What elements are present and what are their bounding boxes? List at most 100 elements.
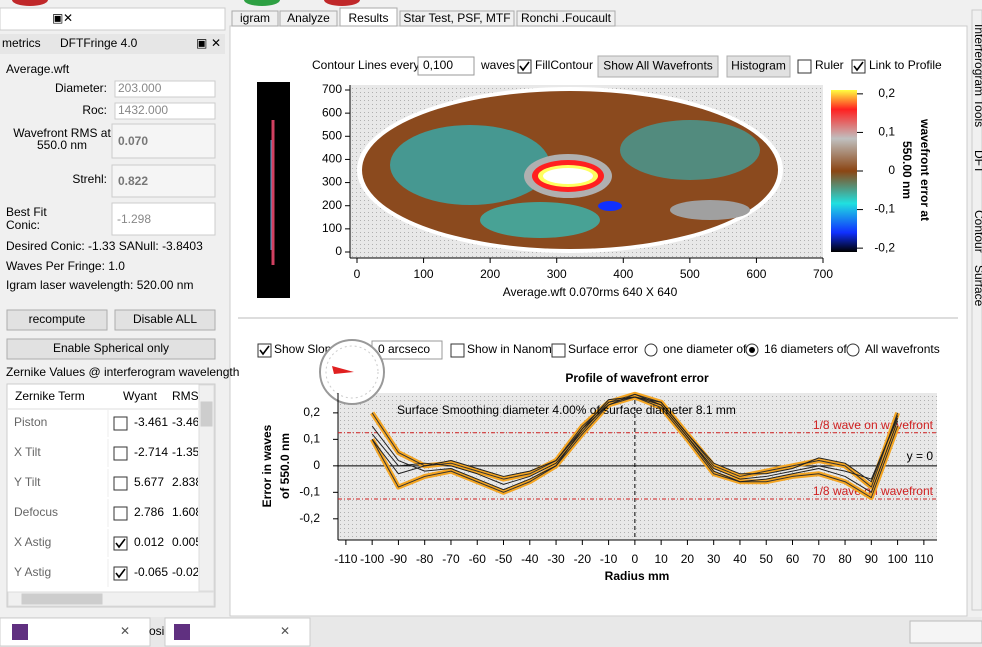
label: Wavefront RMS at bbox=[13, 126, 111, 140]
colorbar-tick-label: 0 bbox=[888, 163, 895, 177]
rms-value: 0.005 bbox=[172, 535, 202, 549]
file-name: Average.wft bbox=[6, 62, 70, 76]
term-name: Y Tilt bbox=[14, 475, 41, 489]
label: 16 diameters of bbox=[764, 342, 847, 356]
x-tick-label: 300 bbox=[547, 267, 567, 281]
close-icon[interactable]: ✕ bbox=[120, 624, 130, 638]
close-icon[interactable]: ✕ bbox=[280, 624, 290, 638]
button[interactable] bbox=[6, 309, 108, 331]
side-tab: Surface bbox=[972, 265, 982, 307]
taskbar bbox=[0, 617, 982, 647]
label: Show in Nanome bbox=[467, 342, 559, 356]
checkbox[interactable] bbox=[113, 506, 128, 521]
label: Roc: bbox=[82, 103, 107, 117]
float-icon[interactable]: ▣ bbox=[196, 36, 207, 50]
close-icon[interactable]: ✕ bbox=[63, 11, 73, 25]
checkmark bbox=[259, 345, 270, 356]
wyant-value: -0.065 bbox=[134, 565, 168, 579]
checkmark bbox=[115, 538, 126, 549]
scroll-thumb bbox=[21, 593, 103, 605]
wyant-value: -3.461 bbox=[134, 415, 168, 429]
x-tick-label: 200 bbox=[480, 267, 500, 281]
checkbox[interactable] bbox=[113, 446, 128, 461]
tab-label: Ronchi .Foucault bbox=[521, 11, 612, 25]
button-label: Disable ALL bbox=[133, 312, 197, 326]
x-tick-label: -10 bbox=[600, 552, 618, 566]
term-name: X Tilt bbox=[14, 445, 41, 459]
spin-value: 0,100 bbox=[423, 58, 453, 72]
checkbox[interactable] bbox=[450, 343, 465, 358]
x-tick-label: -80 bbox=[416, 552, 434, 566]
checkmark bbox=[115, 568, 126, 579]
radio[interactable] bbox=[644, 343, 658, 357]
label: Surface error bbox=[568, 342, 638, 356]
y-tick-label: 300 bbox=[322, 175, 342, 189]
x-tick-label: 60 bbox=[786, 552, 800, 566]
label: Contour Lines every bbox=[312, 58, 419, 72]
checkbox[interactable] bbox=[113, 476, 128, 491]
radio[interactable] bbox=[846, 343, 860, 357]
label: Diameter: bbox=[55, 81, 107, 95]
button[interactable] bbox=[6, 338, 216, 360]
chart-title: Profile of wavefront error bbox=[565, 371, 709, 385]
label: Best Fit bbox=[6, 205, 47, 219]
term-name: Defocus bbox=[14, 505, 58, 519]
toolbar-icon[interactable] bbox=[244, 0, 280, 6]
map-region bbox=[620, 120, 760, 180]
button[interactable] bbox=[726, 55, 791, 78]
spinbox bbox=[417, 56, 475, 76]
x-tick-label: 100 bbox=[888, 552, 908, 566]
tab-label: Star Test, PSF, MTF bbox=[403, 11, 510, 25]
profile-line bbox=[371, 396, 899, 483]
button[interactable] bbox=[597, 55, 719, 78]
x-tick-label: -50 bbox=[495, 552, 513, 566]
value-box bbox=[111, 164, 216, 198]
dock-title bbox=[0, 7, 226, 31]
y-tick-label: 700 bbox=[322, 82, 342, 96]
x-tick-label: 500 bbox=[680, 267, 700, 281]
x-tick-label: 50 bbox=[760, 552, 774, 566]
rms-value: -0.02 bbox=[172, 565, 200, 579]
close-icon[interactable]: ✕ bbox=[211, 36, 221, 50]
x-tick-label: 70 bbox=[812, 552, 826, 566]
tab[interactable] bbox=[339, 7, 398, 27]
table-header: RMS bbox=[172, 389, 199, 403]
label: Link to Profile bbox=[869, 58, 942, 72]
rms-value: 0.070 bbox=[118, 134, 148, 148]
x-tick-label: -60 bbox=[469, 552, 487, 566]
button[interactable] bbox=[114, 309, 216, 331]
zero-label: y = 0 bbox=[907, 449, 934, 463]
map-region bbox=[598, 201, 622, 211]
colorbar-title: 550.00 nm bbox=[900, 141, 914, 199]
map-region bbox=[480, 202, 600, 238]
toolbar-icon[interactable] bbox=[12, 0, 48, 6]
tab[interactable] bbox=[516, 10, 616, 27]
window-icon bbox=[12, 624, 28, 640]
label: Igram laser wavelength: 520.00 nm bbox=[6, 278, 193, 292]
input-value: 203.000 bbox=[118, 81, 162, 95]
button-label: Show All Wavefronts bbox=[603, 59, 713, 73]
tab[interactable] bbox=[399, 10, 515, 27]
y-tick-label: 200 bbox=[322, 198, 342, 212]
wyant-value: -2.714 bbox=[134, 445, 168, 459]
tab[interactable] bbox=[231, 10, 279, 27]
tab[interactable] bbox=[279, 10, 338, 27]
x-tick-label: 0 bbox=[354, 267, 361, 281]
label: All wavefronts bbox=[865, 342, 940, 356]
compass-needle bbox=[332, 366, 354, 374]
x-tick-label: 600 bbox=[746, 267, 766, 281]
checkbox[interactable] bbox=[113, 416, 128, 431]
checkbox[interactable] bbox=[797, 59, 812, 74]
checkbox[interactable] bbox=[551, 343, 566, 358]
dock-header bbox=[0, 34, 225, 54]
strehl-value: 0.822 bbox=[118, 174, 148, 188]
content: metrics DFTFringe 4.0 Average.wft Diameter:… bbox=[2, 7, 982, 638]
button-label: Histogram bbox=[731, 59, 786, 73]
float-icon[interactable]: ▣ bbox=[52, 11, 63, 25]
toolbar-icon[interactable] bbox=[324, 0, 360, 6]
x-tick-label: 90 bbox=[865, 552, 879, 566]
x-tick-label: -100 bbox=[360, 552, 384, 566]
label: 550.0 nm bbox=[37, 138, 87, 152]
scroll-thumb bbox=[200, 401, 213, 427]
x-tick-label: -90 bbox=[390, 552, 408, 566]
